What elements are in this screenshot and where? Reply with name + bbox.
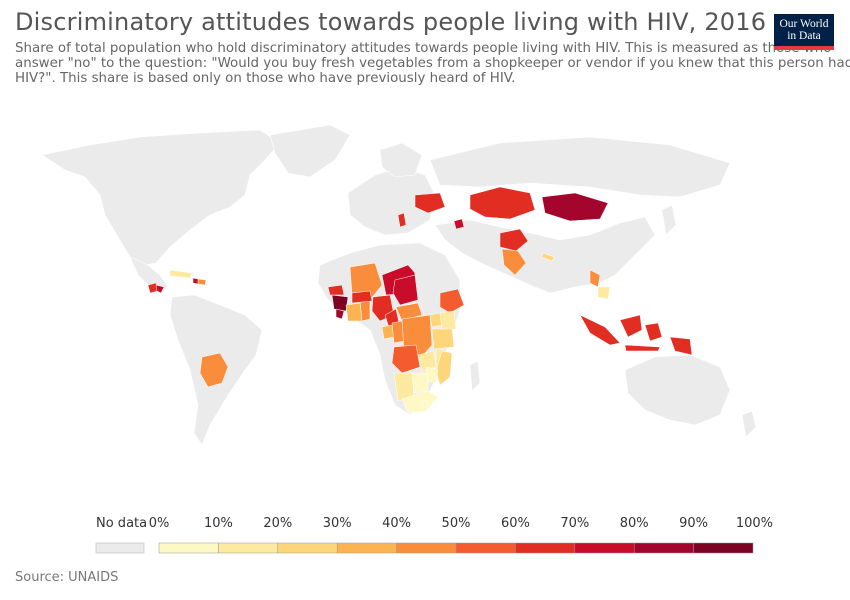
- country-papua[interactable]: [669, 336, 693, 356]
- logo-line-2: in Data: [787, 30, 821, 42]
- country-mozambique[interactable]: [435, 350, 453, 386]
- country-sierra-leone[interactable]: [335, 308, 345, 320]
- legend-bin-4: [396, 542, 457, 554]
- legend-tick-3: 30%: [323, 516, 352, 531]
- country-chad[interactable]: [392, 274, 419, 306]
- country-bolivia[interactable]: [199, 352, 229, 388]
- north-america[interactable]: [41, 129, 281, 266]
- legend-tick-9: 90%: [679, 516, 708, 531]
- legend-tick-8: 80%: [620, 516, 649, 531]
- country-indonesia-3[interactable]: [624, 344, 661, 352]
- world-map[interactable]: [30, 115, 800, 455]
- legend-tick-10: 100%: [736, 516, 773, 531]
- country-south-africa[interactable]: [401, 390, 439, 414]
- country-indonesia-2[interactable]: [619, 314, 643, 338]
- country-haiti[interactable]: [192, 277, 199, 285]
- legend-tick-4: 40%: [382, 516, 411, 531]
- chart-title: Discriminatory attitudes towards people …: [15, 8, 767, 36]
- legend-bin-3: [336, 542, 397, 554]
- legend-no-data-swatch: [95, 542, 145, 554]
- country-kazakhstan[interactable]: [469, 186, 536, 220]
- country-cuba[interactable]: [169, 269, 193, 279]
- country-zimbabwe[interactable]: [425, 366, 439, 384]
- country-kenya[interactable]: [439, 310, 457, 332]
- owid-logo[interactable]: Our World in Data: [774, 14, 834, 50]
- country-angola[interactable]: [391, 344, 421, 374]
- country-dominican-republic[interactable]: [197, 278, 207, 286]
- source-note: Source: UNAIDS: [15, 570, 119, 585]
- legend-tick-2: 20%: [263, 516, 292, 531]
- country-ethiopia[interactable]: [439, 288, 465, 314]
- legend-tick-5: 50%: [442, 516, 471, 531]
- country-botswana[interactable]: [411, 372, 429, 394]
- color-legend: No data 0% 10% 20% 30% 40% 50% 60% 70% 80% 90% 100…: [95, 516, 773, 554]
- country-burkina-faso[interactable]: [351, 290, 373, 304]
- australia[interactable]: [624, 354, 731, 426]
- country-pakistan[interactable]: [501, 248, 527, 276]
- legend-bin-2: [277, 542, 338, 554]
- country-mali[interactable]: [349, 262, 383, 301]
- country-indonesia-1[interactable]: [579, 314, 621, 346]
- legend-bin-5: [455, 542, 516, 554]
- legend-bins: [158, 542, 754, 554]
- country-ukraine[interactable]: [414, 192, 446, 214]
- country-armenia[interactable]: [453, 218, 465, 230]
- country-afghanistan[interactable]: [499, 228, 529, 252]
- legend-tick-0: 0%: [149, 516, 170, 531]
- legend-tick-7: 70%: [560, 516, 589, 531]
- data-countries: [147, 186, 693, 414]
- country-mongolia[interactable]: [541, 192, 609, 222]
- country-indonesia-4[interactable]: [644, 322, 663, 342]
- legend-bin-7: [574, 542, 635, 554]
- legend-ticks: 0% 10% 20% 30% 40% 50% 60% 70% 80% 90% 100%: [149, 516, 773, 531]
- north-asia[interactable]: [429, 136, 731, 198]
- country-albania[interactable]: [397, 212, 407, 228]
- logo-line-1: Our World: [779, 18, 829, 30]
- country-cambodia[interactable]: [597, 286, 611, 300]
- japan[interactable]: [661, 204, 677, 236]
- legend-bin-1: [218, 542, 279, 554]
- country-senegal[interactable]: [327, 284, 345, 296]
- legend-no-data-label: No data: [96, 516, 147, 531]
- legend-tick-6: 60%: [501, 516, 530, 531]
- scandinavia[interactable]: [379, 142, 423, 178]
- country-guinea[interactable]: [331, 294, 349, 312]
- new-zealand[interactable]: [741, 410, 757, 438]
- legend-bin-9: [693, 542, 754, 554]
- country-cote-divoire[interactable]: [345, 302, 363, 322]
- central-america[interactable]: [129, 256, 169, 294]
- country-bhutan[interactable]: [541, 252, 555, 262]
- country-lesotho[interactable]: [421, 400, 429, 408]
- chart-subtitle: Share of total population who hold discr…: [15, 41, 850, 86]
- legend-bin-8: [633, 542, 694, 554]
- legend-bin-0: [158, 542, 219, 554]
- country-honduras[interactable]: [155, 284, 165, 294]
- madagascar[interactable]: [469, 360, 481, 392]
- country-tanzania[interactable]: [431, 328, 455, 350]
- legend-bin-6: [515, 542, 576, 554]
- legend-tick-1: 10%: [204, 516, 233, 531]
- greenland[interactable]: [269, 124, 351, 178]
- country-car[interactable]: [395, 302, 423, 322]
- country-ghana[interactable]: [359, 299, 371, 322]
